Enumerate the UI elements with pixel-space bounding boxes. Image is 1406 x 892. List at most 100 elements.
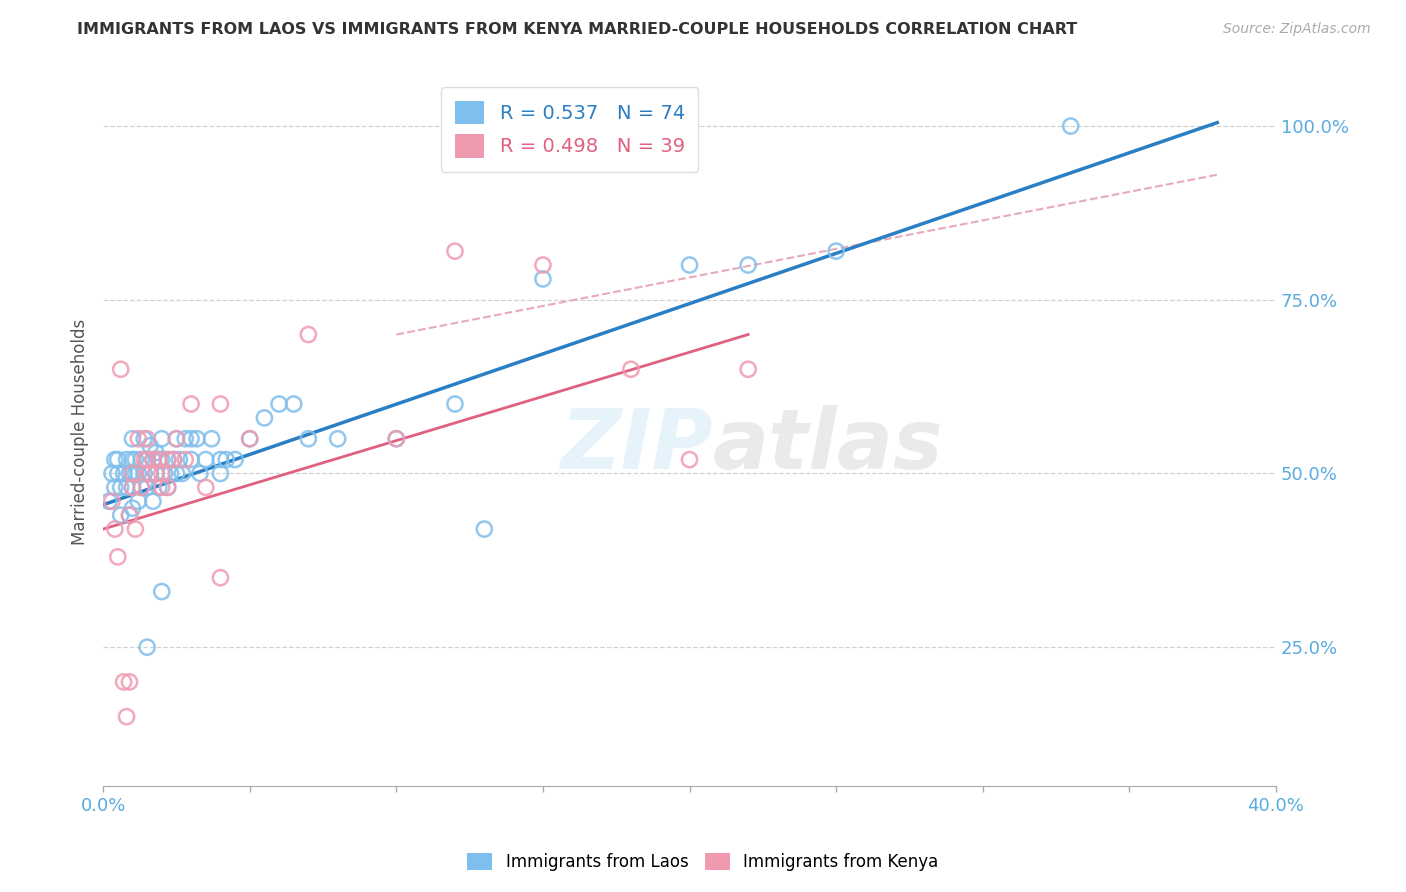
Point (531, 258, 554, 272)
Point (620, 362, 643, 376)
Point (121, 467, 143, 481)
Point (165, 432, 187, 446)
Point (153, 467, 176, 481)
Point (150, 480, 173, 494)
Point (145, 467, 167, 481)
Point (115, 709, 138, 723)
Point (148, 452, 170, 467)
Point (531, 272, 554, 286)
Point (139, 467, 162, 481)
Point (112, 467, 135, 481)
Point (118, 467, 141, 481)
Point (118, 508, 141, 523)
Point (253, 410, 276, 425)
Legend: Immigrants from Laos, Immigrants from Kenya: Immigrants from Laos, Immigrants from Ke… (458, 845, 948, 880)
Point (139, 439, 162, 453)
Point (115, 480, 138, 494)
Point (127, 432, 149, 446)
Point (150, 452, 173, 467)
Point (444, 244, 467, 259)
Point (188, 467, 211, 481)
Point (169, 452, 191, 467)
Point (156, 452, 179, 467)
Point (110, 362, 132, 376)
Point (224, 452, 246, 467)
Point (115, 452, 138, 467)
Point (124, 522, 146, 536)
Point (678, 452, 700, 467)
Point (129, 480, 152, 494)
Point (444, 397, 467, 411)
Point (129, 480, 152, 494)
Point (326, 432, 349, 446)
Text: ZIP: ZIP (561, 406, 713, 486)
Point (156, 452, 179, 467)
Point (121, 432, 143, 446)
Point (156, 480, 179, 494)
Point (134, 432, 156, 446)
Point (150, 432, 173, 446)
Point (104, 522, 127, 536)
Point (121, 501, 143, 516)
Point (145, 467, 167, 481)
Point (110, 508, 132, 523)
Point (194, 452, 217, 467)
Point (112, 674, 135, 689)
Point (209, 571, 232, 585)
Point (121, 480, 143, 494)
Point (127, 494, 149, 508)
Point (239, 432, 262, 446)
Point (127, 467, 149, 481)
Point (101, 467, 124, 481)
Point (215, 452, 238, 467)
Point (104, 452, 127, 467)
Point (118, 508, 141, 523)
Point (180, 397, 202, 411)
Point (148, 480, 170, 494)
Point (142, 494, 165, 508)
Point (136, 432, 159, 446)
Point (121, 467, 143, 481)
Point (150, 467, 173, 481)
Point (162, 452, 184, 467)
Point (174, 432, 197, 446)
Point (134, 467, 156, 481)
Point (136, 640, 159, 655)
Point (124, 467, 146, 481)
Point (209, 397, 232, 411)
Point (136, 452, 159, 467)
Point (145, 445, 167, 459)
Point (385, 432, 408, 446)
Point (142, 452, 165, 467)
Point (209, 467, 232, 481)
Point (209, 452, 232, 467)
Point (201, 432, 224, 446)
Point (121, 452, 143, 467)
Point (98, 494, 121, 508)
Point (136, 452, 159, 467)
Point (180, 452, 202, 467)
Y-axis label: Married-couple Households: Married-couple Households (72, 318, 89, 545)
Point (101, 494, 124, 508)
Point (194, 480, 217, 494)
Point (129, 452, 152, 467)
Point (737, 258, 759, 272)
Point (737, 362, 759, 376)
Point (159, 467, 181, 481)
Point (186, 432, 208, 446)
Text: Source: ZipAtlas.com: Source: ZipAtlas.com (1223, 22, 1371, 37)
Point (148, 452, 170, 467)
Text: atlas: atlas (713, 406, 943, 486)
Point (142, 452, 165, 467)
Point (472, 522, 495, 536)
Point (139, 467, 162, 481)
Point (385, 432, 408, 446)
Point (104, 480, 127, 494)
Point (1060, 119, 1083, 133)
Point (239, 432, 262, 446)
Point (174, 452, 197, 467)
Point (156, 480, 179, 494)
Point (134, 452, 156, 467)
Point (136, 480, 159, 494)
Point (150, 584, 173, 599)
